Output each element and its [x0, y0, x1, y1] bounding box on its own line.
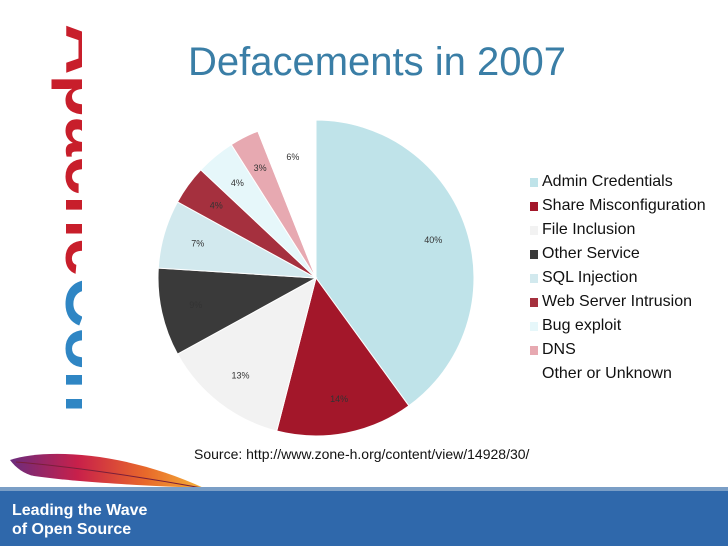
pie-slice-file-inclusion [176, 277, 317, 432]
legend-swatch [530, 249, 538, 259]
legend-item-admin-credentials: Admin Credentials [530, 170, 706, 194]
legend-swatch [530, 201, 538, 211]
legend-swatch [530, 273, 538, 283]
pie-label-other-or-unknown: 6% [286, 152, 299, 162]
legend-label: Share Misconfiguration [542, 197, 706, 214]
legend-item-web-server-intrusion: Web Server Intrusion [530, 290, 706, 314]
apachecon-logo: ApacheCon [51, 24, 82, 413]
legend-label: Other or Unknown [542, 365, 672, 382]
legend-label: DNS [542, 341, 576, 358]
svg-text:ApacheCon: ApacheCon [51, 24, 82, 413]
pie-label-share-misconfiguration: 14% [330, 394, 348, 404]
footer-bar: Leading the Wave of Open Source [0, 487, 728, 546]
legend-item-other-service: Other Service [530, 242, 706, 266]
legend-item-other-or-unknown: Other or Unknown [530, 362, 706, 386]
pie-slice-admin-credentials [315, 119, 475, 407]
source-citation: Source: http://www.zone-h.org/content/vi… [194, 446, 530, 462]
legend-swatch [530, 370, 538, 379]
legend-label: File Inclusion [542, 221, 636, 238]
pie-label-file-inclusion: 13% [231, 370, 249, 380]
slide-title: Defacements in 2007 [188, 40, 567, 84]
tagline-line-1: Leading the Wave [12, 502, 148, 519]
legend-swatch [530, 321, 538, 331]
legend-item-bug-exploit: Bug exploit [530, 314, 706, 338]
legend-label: SQL Injection [542, 269, 638, 286]
legend-swatch [530, 177, 538, 187]
pie-slice-other-service [157, 267, 318, 355]
legend-swatch [530, 345, 538, 355]
pie-label-dns: 3% [254, 163, 267, 173]
legend-item-dns: DNS [530, 338, 706, 362]
legend-item-file-inclusion: File Inclusion [530, 218, 706, 242]
pie-label-web-server-intrusion: 4% [210, 201, 223, 211]
legend-item-sql-injection: SQL Injection [530, 266, 706, 290]
pie-label-sql-injection: 7% [191, 239, 204, 249]
pie-slice-share-misconfiguration [276, 276, 410, 437]
legend-item-share-misconfiguration: Share Misconfiguration [530, 194, 706, 218]
footer-tagline: Leading the Wave of Open Source [12, 501, 147, 539]
legend-label: Bug exploit [542, 317, 622, 334]
legend-label: Web Server Intrusion [542, 293, 692, 310]
chart-legend: Admin Credentials Share Misconfiguration F… [530, 170, 706, 386]
legend-label: Other Service [542, 245, 640, 262]
legend-swatch [530, 297, 538, 307]
tagline-line-2: of Open Source [12, 521, 132, 538]
pie-label-other-service: 9% [189, 300, 202, 310]
feather-icon [10, 453, 204, 489]
footer-stripe [0, 487, 728, 491]
legend-label: Admin Credentials [542, 173, 673, 190]
pie-label-bug-exploit: 4% [231, 178, 244, 188]
legend-swatch [530, 225, 538, 235]
pie-slice-other-or-unknown [257, 119, 317, 279]
pie-label-admin-credentials: 40% [424, 235, 442, 245]
